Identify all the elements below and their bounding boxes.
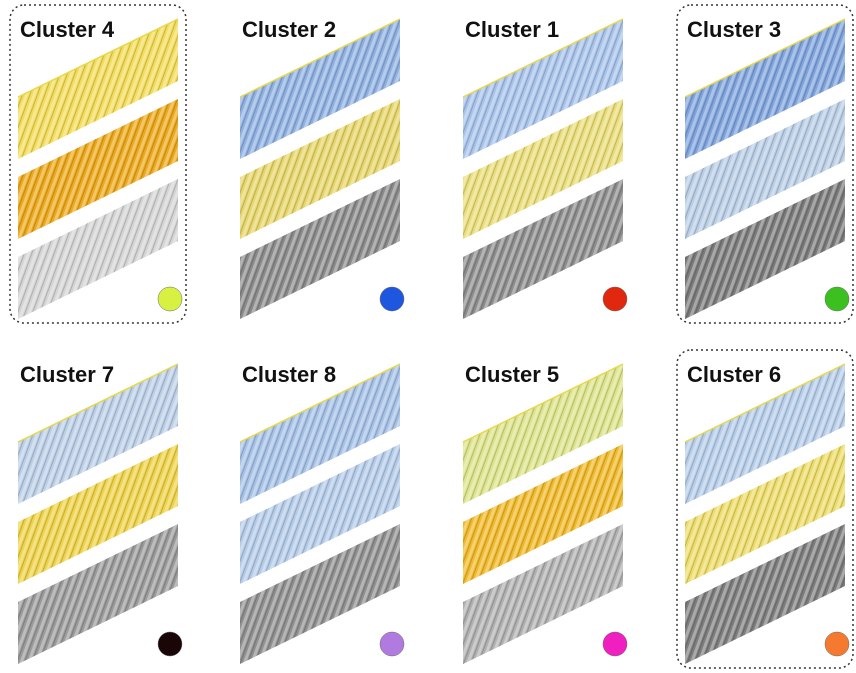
panel-title: Cluster 3: [687, 17, 781, 42]
texture-overlay: [463, 524, 623, 664]
stripe-edge: [684, 18, 846, 98]
cluster-dot: [379, 286, 405, 312]
texture-overlay: [240, 19, 400, 159]
cluster-panel: Cluster 1: [462, 17, 628, 319]
cluster-dot: [824, 631, 850, 657]
panel-title: Cluster 6: [687, 362, 781, 387]
texture-overlay: [18, 524, 178, 664]
texture-overlay: [240, 99, 400, 239]
cluster-dot: [602, 631, 628, 657]
stripe-edge: [684, 363, 846, 443]
texture-overlay: [685, 99, 845, 239]
texture-overlay: [463, 444, 623, 584]
panel-title: Cluster 2: [242, 17, 336, 42]
texture-overlay: [463, 19, 623, 159]
panel-frame: [676, 349, 854, 669]
cluster-panel: Cluster 3: [676, 4, 854, 324]
panel-title: Cluster 8: [242, 362, 336, 387]
cluster-panel: Cluster 2: [239, 17, 405, 319]
panel-title: Cluster 5: [465, 362, 559, 387]
texture-overlay: [18, 99, 178, 239]
texture-overlay: [685, 444, 845, 584]
texture-overlay: [18, 179, 178, 319]
texture-overlay: [463, 364, 623, 504]
texture-overlay: [240, 444, 400, 584]
panel-frame: [676, 4, 854, 324]
cluster-dot: [157, 286, 183, 312]
stripe-edge: [17, 18, 179, 98]
cluster-dot: [602, 286, 628, 312]
texture-overlay: [463, 179, 623, 319]
panel-title: Cluster 1: [465, 17, 559, 42]
texture-overlay: [463, 99, 623, 239]
stripe-edge: [17, 363, 179, 443]
cluster-panel: Cluster 8: [239, 362, 405, 664]
panel-title: Cluster 7: [20, 362, 114, 387]
cluster-panel: Cluster 5: [462, 362, 628, 664]
texture-overlay: [685, 179, 845, 319]
stripe-edge: [462, 18, 624, 98]
cluster-dot: [379, 631, 405, 657]
texture-overlay: [685, 364, 845, 504]
stripe-edge: [239, 363, 401, 443]
cluster-dot: [157, 631, 183, 657]
texture-overlay: [240, 364, 400, 504]
panel-title: Cluster 4: [20, 17, 115, 42]
texture-overlay: [18, 19, 178, 159]
cluster-panel: Cluster 7: [17, 362, 183, 664]
texture-overlay: [240, 179, 400, 319]
panel-frame: [9, 4, 187, 324]
cluster-dot: [824, 286, 850, 312]
texture-overlay: [18, 364, 178, 504]
texture-overlay: [685, 524, 845, 664]
texture-overlay: [240, 524, 400, 664]
stripe-edge: [239, 18, 401, 98]
texture-overlay: [18, 444, 178, 584]
cluster-panel: Cluster 4: [9, 4, 187, 324]
texture-overlay: [685, 19, 845, 159]
stripe-edge: [462, 363, 624, 443]
cluster-panel: Cluster 6: [676, 349, 854, 669]
